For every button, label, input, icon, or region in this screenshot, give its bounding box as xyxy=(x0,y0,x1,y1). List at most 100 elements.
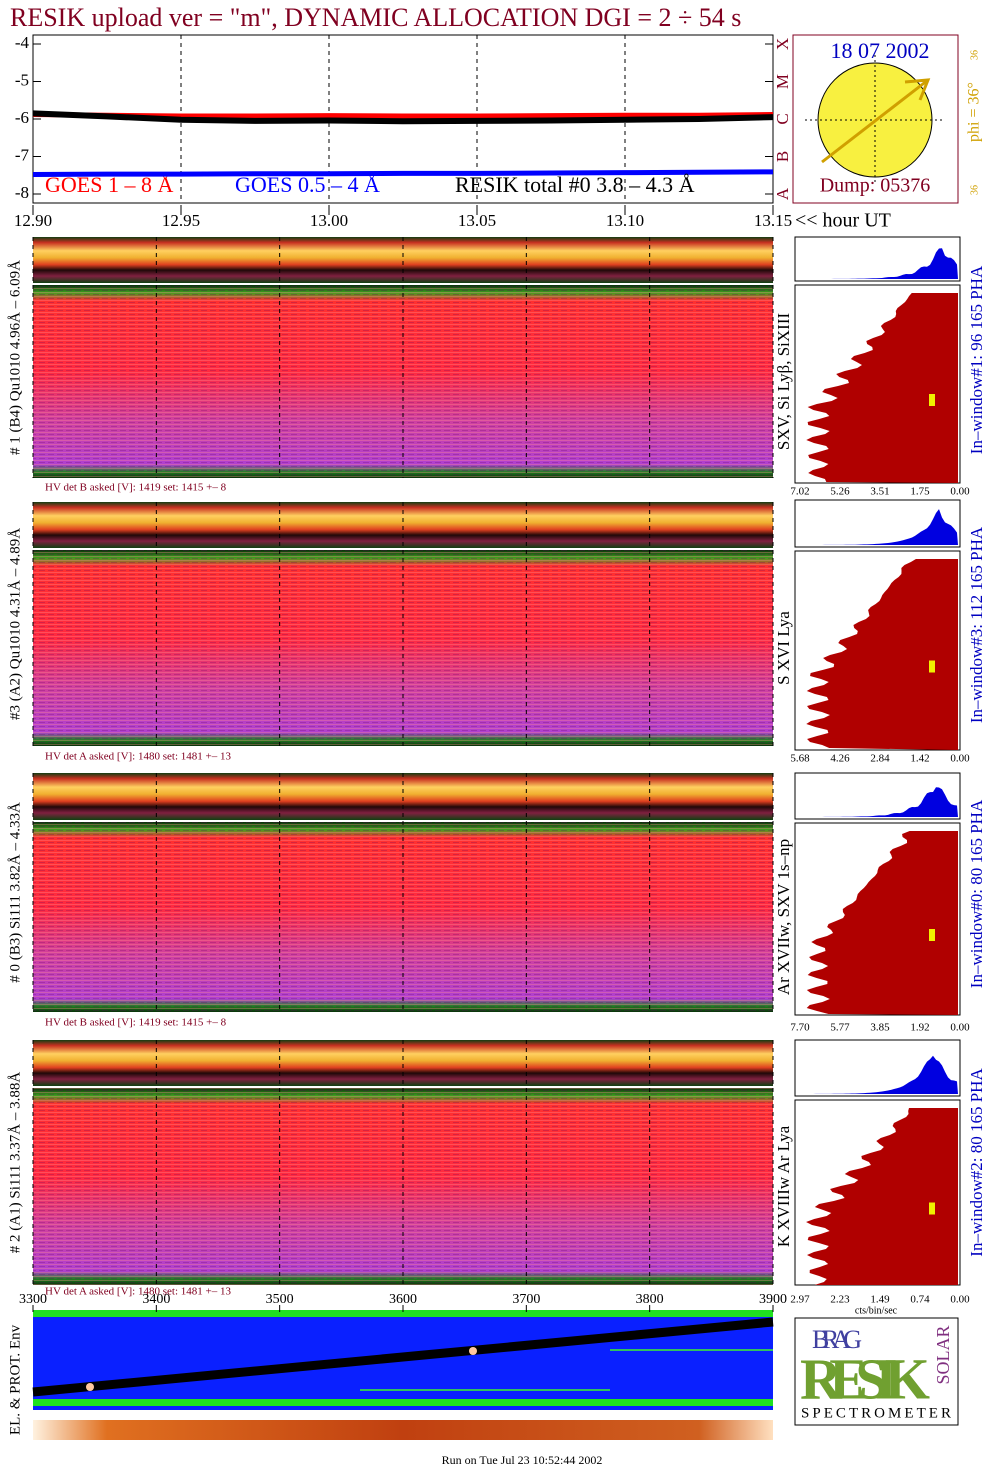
logo-side: SOLAR xyxy=(933,1325,953,1384)
line-label: SXV, Si Lyβ, SiXIII xyxy=(774,313,793,451)
hist-tick-label: 5.77 xyxy=(830,1022,850,1034)
hist-tick-label: 0.74 xyxy=(910,1294,930,1306)
logo-frame xyxy=(794,1317,959,1426)
x-tick-label: 3700 xyxy=(512,1292,540,1307)
histogram xyxy=(806,1108,958,1285)
x-tick-label: 13.15 xyxy=(754,211,792,230)
hist-marker xyxy=(929,660,935,673)
x-tick-label: 3900 xyxy=(759,1292,787,1307)
x-tick-label: 13.05 xyxy=(458,211,496,230)
hist-tick-label: 0.00 xyxy=(950,1022,970,1034)
class-label: X xyxy=(773,38,792,50)
hist-marker xyxy=(929,1202,935,1215)
pha-histogram xyxy=(795,509,958,545)
histogram xyxy=(806,559,958,750)
x-tick-label: 13.10 xyxy=(606,211,644,230)
line-label: K XVIIIw Ar Lya xyxy=(774,1125,793,1247)
x-tick-label: 12.95 xyxy=(162,211,200,230)
series-line xyxy=(32,110,774,125)
panel-label: #3 (A2) Qu1010 4.31Å – 4.89Å xyxy=(7,528,23,720)
window-label: In–window#3: 112 165 PHA xyxy=(967,526,986,723)
y-tick-label: -4 xyxy=(15,33,30,52)
hist-tick-label: 0.00 xyxy=(950,753,970,765)
hv-info: HV det B asked [V]: 1419 set: 1415 +– 8 xyxy=(45,1017,227,1029)
x-tick-label: 13.00 xyxy=(310,211,348,230)
env-dot xyxy=(469,1347,477,1355)
histogram xyxy=(806,293,958,483)
spectrum-strip xyxy=(33,502,773,548)
phi-tick: 36 xyxy=(969,185,980,195)
hv-info: HV det A asked [V]: 1480 set: 1481 +– 13 xyxy=(45,751,231,763)
logo-top: BRAG xyxy=(812,1325,862,1354)
hist-marker xyxy=(929,394,935,406)
hist-unit: cts/bin/sec xyxy=(855,1305,898,1316)
pha-histogram xyxy=(795,787,958,817)
panel-label: # 2 (A1) Si111 3.37Å – 3.88Å xyxy=(7,1072,23,1254)
phi-arrow xyxy=(821,78,929,164)
window-label: In–window#2: 80 165 PHA xyxy=(967,1068,986,1257)
window-label: In–window#0: 80 165 PHA xyxy=(967,799,986,988)
window-label: In–window#1: 96 165 PHA xyxy=(967,265,986,454)
hist-tick-label: 7.02 xyxy=(790,486,809,498)
hist-tick-label: 5.26 xyxy=(830,486,850,498)
footer: Run on Tue Jul 23 10:52:44 2002 xyxy=(442,1453,603,1467)
phi-label: phi = 36° xyxy=(966,82,983,142)
line-label: Ar XVIIw, SXV 1s–np xyxy=(774,839,793,995)
hist-tick-label: 3.51 xyxy=(870,486,889,498)
y-tick-label: -7 xyxy=(15,145,30,164)
y-tick-label: -6 xyxy=(15,108,29,127)
hist-tick-label: 4.26 xyxy=(830,753,850,765)
dump: Dump: 05376 xyxy=(820,175,931,197)
histogram xyxy=(806,831,958,1015)
hist-tick-label: 0.00 xyxy=(950,486,970,498)
hist-tick-label: 2.84 xyxy=(870,753,890,765)
hv-info: HV det B asked [V]: 1419 set: 1415 +– 8 xyxy=(45,482,227,494)
class-label: A xyxy=(773,187,792,200)
env-strip xyxy=(33,1420,773,1440)
hist-marker xyxy=(929,929,935,941)
hist-tick-label: 3.85 xyxy=(870,1022,890,1034)
spectrum-strip xyxy=(33,773,773,820)
y-tick-label: -8 xyxy=(15,183,29,202)
class-label: C xyxy=(773,113,792,124)
x-tick-label: 3500 xyxy=(266,1292,294,1307)
hist-tick-label: 0.00 xyxy=(950,1294,970,1306)
pha-histogram xyxy=(795,248,958,279)
logo-bottom: SPECTROMETER xyxy=(801,1405,951,1421)
line-label: S XVI Lya xyxy=(774,611,793,685)
spectrum-strip xyxy=(33,1040,773,1086)
class-label: M xyxy=(773,74,792,89)
env-band xyxy=(33,1399,773,1406)
series-line xyxy=(32,169,774,177)
hist-tick-label: 7.70 xyxy=(790,1022,810,1034)
hist-tick-label: 5.68 xyxy=(790,753,810,765)
env-band xyxy=(33,1310,773,1317)
x-axis-label: << hour UT xyxy=(795,210,891,232)
x-tick-label: 3400 xyxy=(142,1292,170,1307)
date: 18 07 2002 xyxy=(831,38,930,63)
env-dot xyxy=(86,1383,94,1391)
spectrum-strip xyxy=(33,237,773,283)
x-tick-label: 3300 xyxy=(19,1292,47,1307)
hist-tick-label: 1.92 xyxy=(910,1022,929,1034)
panel-label: # 1 (B4) Qu1010 4.96Å – 6.09Å xyxy=(7,260,23,455)
hist-tick-label: 2.97 xyxy=(790,1294,810,1306)
env-trace xyxy=(32,1317,774,1397)
hist-tick-label: 1.42 xyxy=(910,753,929,765)
hist-tick-label: 2.23 xyxy=(830,1294,850,1306)
x-tick-label: 12.90 xyxy=(14,211,52,230)
x-tick-label: 3600 xyxy=(389,1292,417,1307)
logo-main: RESIK xyxy=(800,1346,930,1411)
y-tick-label: -5 xyxy=(15,70,29,89)
pha-histogram xyxy=(795,1055,958,1094)
class-label: B xyxy=(773,151,792,162)
legend-entry: GOES 0.5 – 4 Å xyxy=(235,172,380,197)
phi-arrow-head xyxy=(904,78,931,101)
panel-label: # 0 (B3) Si111 3.82Å – 4.33Å xyxy=(7,802,23,983)
env-label: EL. & PROT. Env xyxy=(7,1324,23,1435)
phi-tick: 36 xyxy=(969,50,980,60)
hist-tick-label: 1.49 xyxy=(870,1294,890,1306)
hist-tick-label: 1.75 xyxy=(910,486,930,498)
